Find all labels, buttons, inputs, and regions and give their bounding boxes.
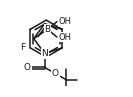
Text: OH: OH [58,33,71,42]
Text: O: O [24,63,31,72]
Text: O: O [52,69,59,78]
Text: N: N [41,49,48,58]
Text: OH: OH [58,17,71,26]
Text: F: F [20,43,26,52]
Text: B: B [45,25,51,34]
